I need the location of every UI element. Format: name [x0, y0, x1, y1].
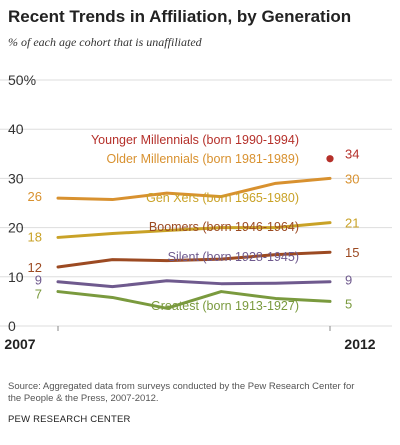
source-note-line-1: Source: Aggregated data from surveys con… — [8, 381, 354, 392]
series-start-value: 12 — [28, 260, 42, 275]
series-name-label: Younger Millennials (born 1990-1994) — [91, 133, 299, 147]
source-note-line-2: the People & the Press, 2007-2012. — [8, 393, 159, 404]
series-name-label: Older Millennials (born 1981-1989) — [107, 152, 299, 166]
series-end-value: 30 — [345, 171, 359, 186]
series-line — [56, 221, 332, 239]
chart-subtitle: % of each age cohort that is unaffiliate… — [8, 35, 203, 49]
series-end-value: 5 — [345, 296, 352, 311]
series-line — [56, 250, 332, 269]
y-tick-label: 30 — [8, 170, 24, 186]
y-tick-label: 50% — [8, 72, 36, 88]
series-name-label: Boomers (born 1946-1964) — [149, 220, 299, 234]
x-axis: 2007 2012 — [4, 326, 376, 352]
series-start-value: 26 — [28, 189, 42, 204]
series-line — [56, 176, 332, 202]
series-start-value: 7 — [35, 287, 42, 302]
series-lines — [56, 155, 334, 310]
x-tick-label: 2012 — [344, 336, 375, 352]
y-tick-label: 10 — [8, 269, 24, 285]
series-end-value: 34 — [345, 147, 359, 162]
series-start-value: 18 — [28, 229, 42, 244]
series-line — [56, 279, 332, 289]
chart-title: Recent Trends in Affiliation, by Generat… — [8, 7, 351, 26]
series-end-value: 15 — [345, 245, 359, 260]
y-tick-label: 20 — [8, 220, 24, 236]
series-labels: Younger Millennials (born 1990-1994) 34 Ol… — [28, 133, 360, 313]
y-axis: 0 10 20 30 40 50% — [8, 72, 36, 334]
series-end-value: 21 — [345, 216, 359, 231]
y-tick-label: 0 — [8, 318, 16, 334]
series-point — [326, 155, 334, 163]
series-end-value: 9 — [345, 273, 352, 288]
x-tick-label: 2007 — [4, 336, 35, 352]
series-name-label: Gen Xers (born 1965-1980) — [146, 191, 299, 205]
series-line — [56, 290, 332, 310]
series-name-label: Greatest (born 1913-1927) — [151, 299, 299, 313]
series-name-label: Silent (born 1928-1945) — [168, 250, 299, 264]
y-tick-label: 40 — [8, 121, 24, 137]
org-credit: PEW RESEARCH CENTER — [8, 414, 131, 425]
series-start-value: 9 — [35, 273, 42, 288]
